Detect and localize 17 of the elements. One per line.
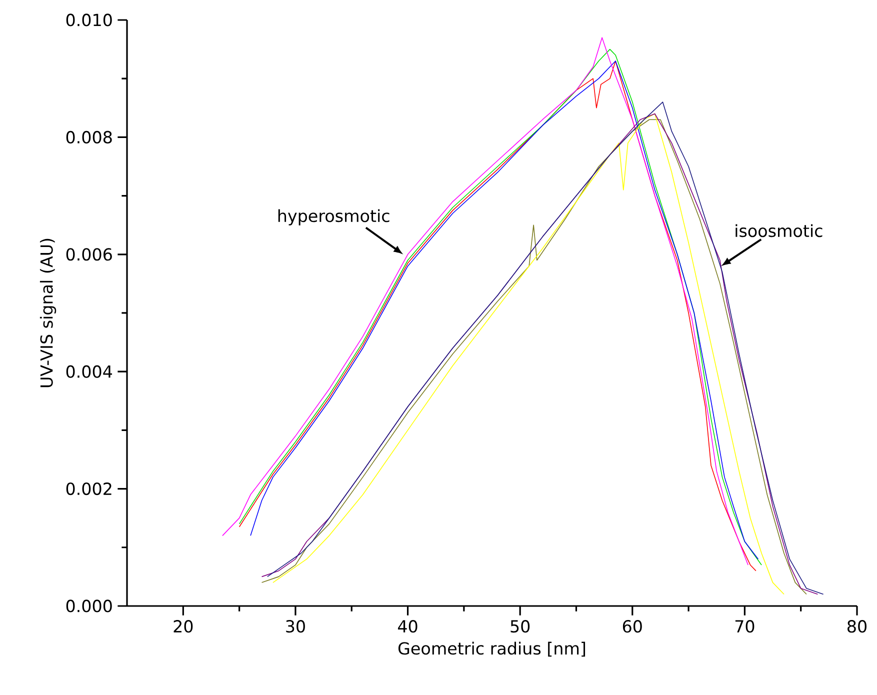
x-tick-label: 40: [398, 620, 418, 633]
y-tick-label: 0.006: [66, 248, 112, 261]
x-tick-label: 70: [735, 620, 754, 633]
x-tick-label: 50: [510, 620, 530, 633]
y-axis-title: UV-VIS signal (AU): [40, 238, 56, 388]
y-tick-label: 0.000: [66, 600, 112, 612]
x-axis-title: Geometric radius [nm]: [398, 642, 586, 657]
annotation: isoosmotic: [736, 224, 822, 238]
x-tick-label: 20: [174, 620, 193, 633]
y-tick-label: 0.002: [66, 482, 112, 496]
annotation: hyperosmotic: [278, 209, 390, 226]
y-tick-label: 0.010: [66, 14, 112, 26]
x-tick-label: 30: [286, 620, 305, 633]
x-tick-label: 60: [622, 620, 642, 633]
y-tick-label: 0.008: [66, 130, 112, 144]
x-tick-label: 80: [848, 620, 866, 633]
y-tick-label: 0.004: [66, 365, 112, 378]
